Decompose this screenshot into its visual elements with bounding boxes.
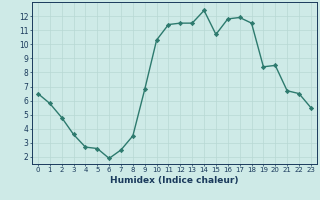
X-axis label: Humidex (Indice chaleur): Humidex (Indice chaleur) — [110, 176, 239, 185]
